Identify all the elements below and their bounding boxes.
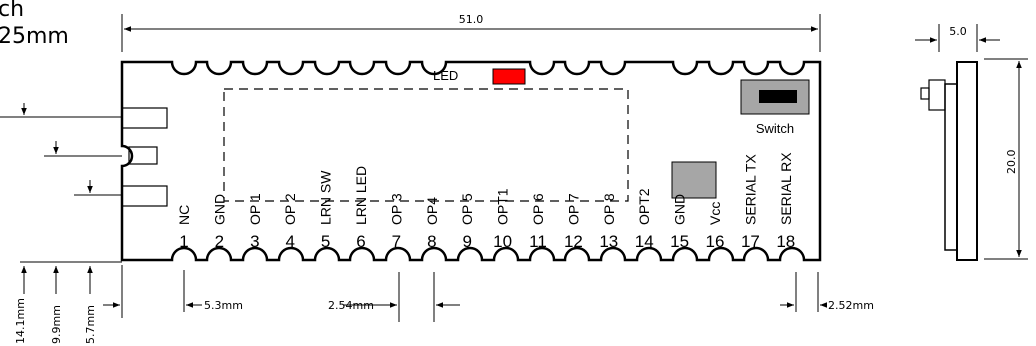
side-view: 5.0 20.0 xyxy=(915,24,1028,261)
pin-numbers: 1 2 3 4 5 6 7 8 9 10 11 12 13 14 15 16 17 18 xyxy=(179,232,795,251)
pin-name-9: OP 5 xyxy=(459,193,475,225)
pin-number-18: 18 xyxy=(776,232,795,251)
header-line-2: 25mm xyxy=(0,24,69,49)
pin-name-10: OPT1 xyxy=(495,188,511,225)
pin-number-12: 12 xyxy=(564,232,583,251)
left-position-dims xyxy=(0,103,122,196)
pin-name-15: GND xyxy=(672,194,688,225)
pin-name-11: OP 6 xyxy=(530,193,546,225)
pin-number-13: 13 xyxy=(599,232,618,251)
offset-label-1: 14.1mm xyxy=(14,298,27,344)
pin-name-6: LRN LED xyxy=(353,166,369,225)
first-pin-offset-label: 5.3mm xyxy=(204,299,243,312)
test-pad xyxy=(671,161,717,199)
pin-number-15: 15 xyxy=(670,232,689,251)
pin-number-7: 7 xyxy=(392,232,401,251)
bottom-dims xyxy=(103,265,827,322)
switch-slider xyxy=(759,90,797,103)
switch-label: Switch xyxy=(756,121,794,136)
pin-number-14: 14 xyxy=(635,232,654,251)
header-line-1: ch xyxy=(0,0,24,22)
pin-name-3: OP 1 xyxy=(247,193,263,225)
width-dimension: 51.0 xyxy=(121,13,821,52)
pin-number-10: 10 xyxy=(493,232,512,251)
side-width-label: 5.0 xyxy=(949,25,967,38)
pin-number-9: 9 xyxy=(462,232,471,251)
pin-pitch-label: 2.54mm xyxy=(328,299,374,312)
pin-name-7: OP 3 xyxy=(388,193,404,225)
pin-number-3: 3 xyxy=(250,232,259,251)
offset-label-3: 5.7mm xyxy=(84,305,97,344)
width-label: 51.0 xyxy=(459,13,484,26)
pin-names: NC GND OP 1 OP 2 LRN SW LRN LED OP 3 OP4 OP 5 OPT… xyxy=(176,152,794,225)
led-indicator xyxy=(492,68,526,85)
board-outline xyxy=(120,60,822,262)
pin-name-8: OP4 xyxy=(424,197,440,225)
pin-name-1: NC xyxy=(176,205,192,225)
pin-number-17: 17 xyxy=(741,232,760,251)
offset-label-2: 9.9mm xyxy=(50,305,63,344)
led-label: LED xyxy=(433,68,458,83)
component-area xyxy=(223,88,629,202)
pin-name-13: OP 8 xyxy=(601,193,617,225)
height-label: 20.0 xyxy=(1005,150,1018,175)
pin-number-1: 1 xyxy=(179,232,188,251)
pin-number-8: 8 xyxy=(427,232,436,251)
pin-name-18: SERIAL RX xyxy=(778,152,794,225)
pin-name-16: Vcc xyxy=(707,202,723,225)
pin-number-16: 16 xyxy=(706,232,725,251)
pin-number-2: 2 xyxy=(215,232,224,251)
pin-name-14: OPT2 xyxy=(636,188,652,225)
pin-number-11: 11 xyxy=(529,232,547,251)
pin-number-4: 4 xyxy=(285,232,294,251)
pin-name-12: OP 7 xyxy=(565,193,581,225)
pin-name-17: SERIAL TX xyxy=(742,154,758,225)
pin-name-5: LRN SW xyxy=(318,170,334,225)
pin-number-6: 6 xyxy=(356,232,365,251)
pin-name-2: GND xyxy=(211,194,227,225)
left-offset-dims xyxy=(20,261,122,294)
side-connector xyxy=(121,107,168,207)
pin-name-4: OP 2 xyxy=(282,193,298,225)
pin-number-5: 5 xyxy=(321,232,330,251)
last-pin-offset-label: 2.52mm xyxy=(828,299,874,312)
